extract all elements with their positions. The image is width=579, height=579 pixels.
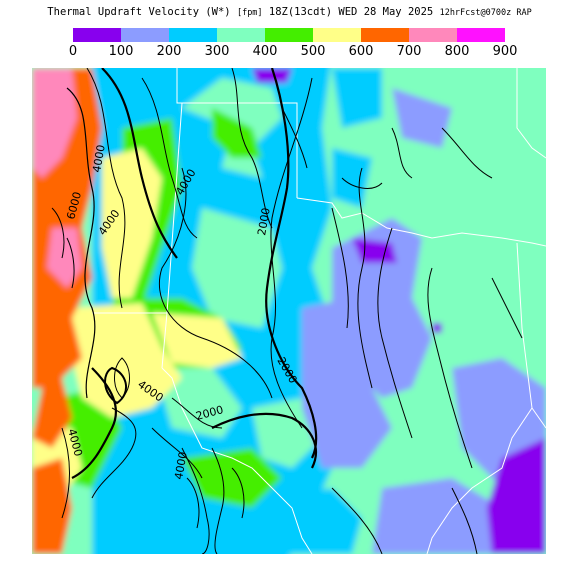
units-text: [fpm] xyxy=(236,8,263,18)
legend-tick-label: 0 xyxy=(68,44,78,59)
legend-swatch xyxy=(217,28,265,42)
legend-tick-label: 300 xyxy=(204,44,230,59)
legend-swatch xyxy=(361,28,409,42)
legend-tick-label: 100 xyxy=(108,44,134,59)
legend-tick-label: 400 xyxy=(252,44,278,59)
forecast-map: 6000 4000 4000 2000 2000 2000 4000 4000 … xyxy=(32,68,546,554)
legend-swatch xyxy=(457,28,505,42)
legend-tick-label: 200 xyxy=(156,44,182,59)
legend-swatch xyxy=(169,28,217,42)
title-text: Thermal Updraft Velocity (W*) xyxy=(47,6,231,18)
forecast-info-text: 12hrFcst@0700z RAP xyxy=(439,8,532,18)
legend-swatch xyxy=(265,28,313,42)
legend-tick-label: 700 xyxy=(396,44,422,59)
velocity-field xyxy=(32,68,546,554)
legend-tick-label: 900 xyxy=(492,44,518,59)
map-canvas: 6000 4000 4000 2000 2000 2000 4000 4000 … xyxy=(32,68,546,554)
contour-label: 4000 xyxy=(90,144,108,174)
chart-title: Thermal Updraft Velocity (W*) [fpm] 18Z(… xyxy=(0,6,579,18)
legend-tick-label: 500 xyxy=(300,44,326,59)
legend-tick-label: 600 xyxy=(348,44,374,59)
legend-swatch xyxy=(313,28,361,42)
legend-tick-label: 800 xyxy=(444,44,470,59)
state-borders xyxy=(92,68,546,554)
color-legend xyxy=(73,28,505,42)
contour-label: 4000 xyxy=(172,451,190,481)
legend-swatch xyxy=(73,28,121,42)
contour-lines xyxy=(51,68,523,554)
legend-swatch xyxy=(409,28,457,42)
contour-label: 2000 xyxy=(255,207,273,237)
legend-labels: 0 100 200 300 400 500 600 700 800 900 xyxy=(69,44,518,60)
valid-time-text: 18Z(13cdt) WED 28 May 2025 xyxy=(268,6,434,18)
legend-swatch xyxy=(121,28,169,42)
